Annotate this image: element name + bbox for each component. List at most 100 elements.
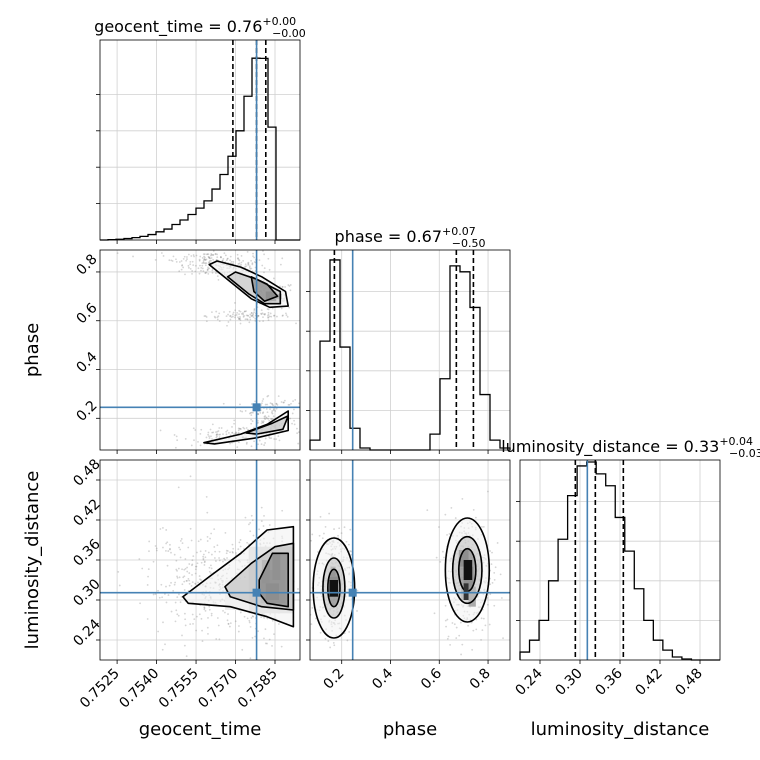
sample-point [236,311,239,314]
sample-point [207,272,210,275]
sample-point [235,314,238,316]
sample-point [257,630,259,633]
sample-point [186,258,188,260]
sample-point [216,256,219,259]
sample-point [277,623,280,625]
sample-point [250,267,253,270]
sample-point [215,436,218,439]
sample-point [191,574,193,576]
sample-point [117,571,120,573]
sample-point [250,314,253,317]
sample-point [277,395,280,398]
sample-point [176,569,178,572]
sample-point [426,509,429,512]
sample-point [170,551,172,554]
sample-point [261,400,264,402]
sample-point [194,264,197,267]
sample-point [208,605,211,608]
sample-point [178,261,181,263]
sample-point [216,617,219,619]
sample-point [257,314,260,317]
sample-point [248,316,251,319]
sample-point [202,261,205,264]
sample-point [296,432,299,435]
sample-point [266,417,268,420]
sample-point [222,609,224,612]
sample-point [214,272,217,275]
sample-point [248,265,251,268]
sample-point [227,321,230,323]
sample-point [194,568,197,571]
sample-point [180,595,183,598]
sample-point [293,408,295,411]
sample-point [207,433,210,436]
sample-point [210,567,213,570]
sample-point [189,267,192,270]
sample-point [246,617,249,620]
sample-point [169,547,171,550]
sample-point [199,538,202,541]
sample-point [192,622,194,625]
sample-point [481,526,483,528]
sample-point [297,588,299,590]
sample-point [237,257,239,260]
sample-point [237,427,240,430]
sample-point [158,596,161,599]
sample-point [225,259,228,262]
sample-point [218,550,221,553]
sample-point [248,619,251,622]
sample-point [184,618,187,621]
sample-point [297,442,300,445]
sample-point [444,604,447,607]
sample-point [272,415,275,418]
sample-point [213,557,216,559]
sample-point [247,264,250,266]
sample-point [267,308,270,311]
sample-point [202,259,205,262]
sample-point [234,316,236,319]
sample-point [202,553,205,556]
sample-point [268,435,270,438]
sample-point [251,263,254,266]
sample-point [216,318,219,321]
sample-point [238,318,241,320]
sample-point [268,437,271,439]
sample-point [258,320,261,323]
sample-point [281,285,284,288]
sample-point [175,435,178,438]
contours-geocent_time-vs-phase [203,260,289,445]
sample-point [238,309,241,312]
sample-point [288,403,291,406]
sample-point [160,252,163,254]
sample-point [232,311,235,314]
sample-point [180,538,183,540]
sample-point [207,266,209,269]
sample-point [246,318,248,321]
contour-level [250,276,279,302]
sample-point [208,437,211,439]
sample-point [499,573,502,576]
sample-point [230,316,233,319]
sample-point [168,584,171,587]
sample-point [282,314,284,317]
sample-point [455,637,458,639]
sample-point [197,581,199,584]
sample-point [261,312,264,315]
sample-point [215,560,217,562]
sample-point [239,317,241,320]
sample-point [315,617,317,620]
sample-point [446,637,449,640]
sample-point [263,253,266,256]
sample-point [433,612,436,615]
sample-point [189,527,192,530]
sample-point [242,316,245,318]
sample-point [186,256,188,258]
sample-point [237,431,240,434]
sample-point [232,313,234,316]
sample-point [194,565,197,568]
sample-point [229,551,231,554]
sample-point [269,312,272,315]
sample-point [161,648,164,651]
sample-point [170,259,173,262]
